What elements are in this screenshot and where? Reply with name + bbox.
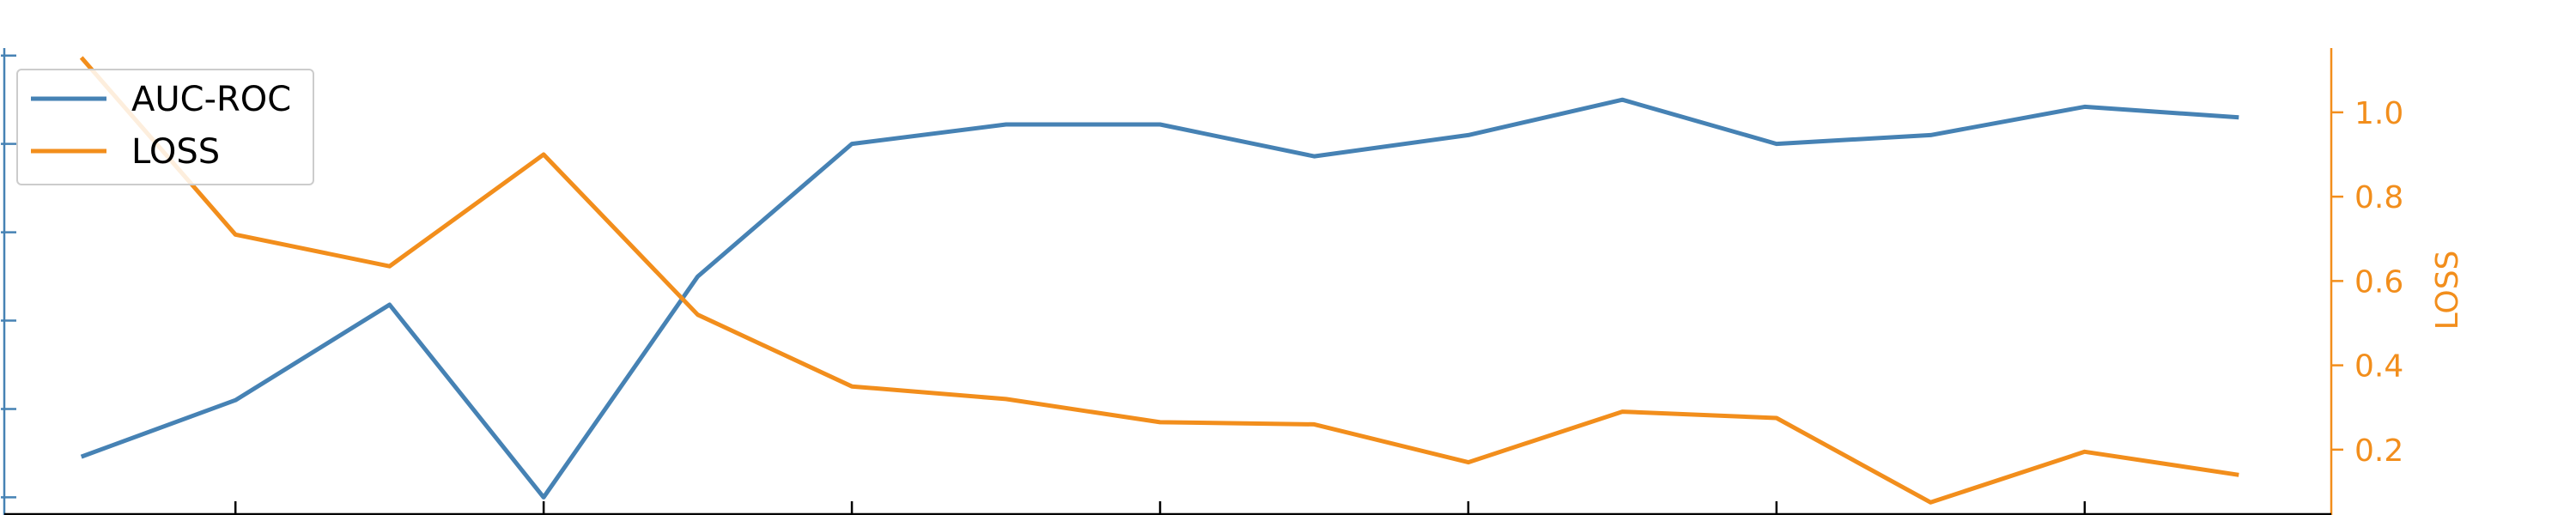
data-point-loss-10 [1620, 410, 1624, 414]
data-point-loss-13 [2083, 450, 2087, 453]
data-point-loss-7 [1158, 421, 1162, 424]
legend-label-auc-roc: AUC-ROC [131, 80, 291, 119]
data-point-loss-11 [1775, 416, 1778, 420]
data-point-loss-12 [1929, 500, 1932, 504]
data-point-loss-0 [80, 56, 83, 59]
data-point-auc-roc-13 [2083, 105, 2087, 108]
data-point-auc-roc-2 [388, 303, 392, 306]
data-point-auc-roc-0 [80, 455, 83, 458]
right-axis-title: LOSS [2430, 251, 2465, 330]
data-point-auc-roc-10 [1620, 98, 1624, 101]
data-point-loss-4 [696, 313, 700, 317]
data-point-auc-roc-6 [1005, 123, 1008, 126]
right-y-tick-label-3: 0.8 [2354, 180, 2403, 215]
data-point-auc-roc-3 [542, 495, 545, 499]
series-line-loss [79, 56, 2239, 505]
data-point-loss-5 [850, 385, 854, 388]
series-line-auc-roc [80, 97, 2239, 500]
legend-label-loss: LOSS [131, 132, 220, 172]
data-point-auc-roc-9 [1467, 133, 1470, 136]
data-point-loss-6 [1005, 397, 1008, 401]
legend: AUC-ROC LOSS [16, 69, 314, 185]
data-point-auc-roc-11 [1775, 142, 1778, 146]
data-point-auc-roc-4 [696, 275, 700, 278]
data-point-auc-roc-5 [850, 142, 854, 146]
right-y-tick-label-2: 0.6 [2354, 264, 2403, 300]
right-y-tick-label-4: 1.0 [2354, 96, 2403, 131]
right-y-tick-label-1: 0.4 [2354, 349, 2403, 385]
data-point-auc-roc-7 [1158, 123, 1162, 126]
axes-layer: 0.2 0.4 0.6 0.8 1.0 LOSS [1, 48, 2465, 515]
data-point-loss-3 [542, 153, 545, 156]
data-point-loss-9 [1467, 461, 1470, 464]
data-point-loss-1 [234, 233, 237, 236]
right-y-tick-label-0: 0.2 [2354, 433, 2403, 469]
data-point-auc-roc-8 [1312, 154, 1315, 158]
data-point-loss-2 [388, 264, 392, 268]
data-point-auc-roc-14 [2237, 116, 2240, 119]
data-point-loss-14 [2237, 473, 2240, 476]
data-point-auc-roc-1 [234, 398, 237, 402]
data-point-auc-roc-12 [1929, 133, 1932, 136]
series-layer [79, 56, 2240, 505]
data-point-loss-8 [1312, 422, 1315, 426]
